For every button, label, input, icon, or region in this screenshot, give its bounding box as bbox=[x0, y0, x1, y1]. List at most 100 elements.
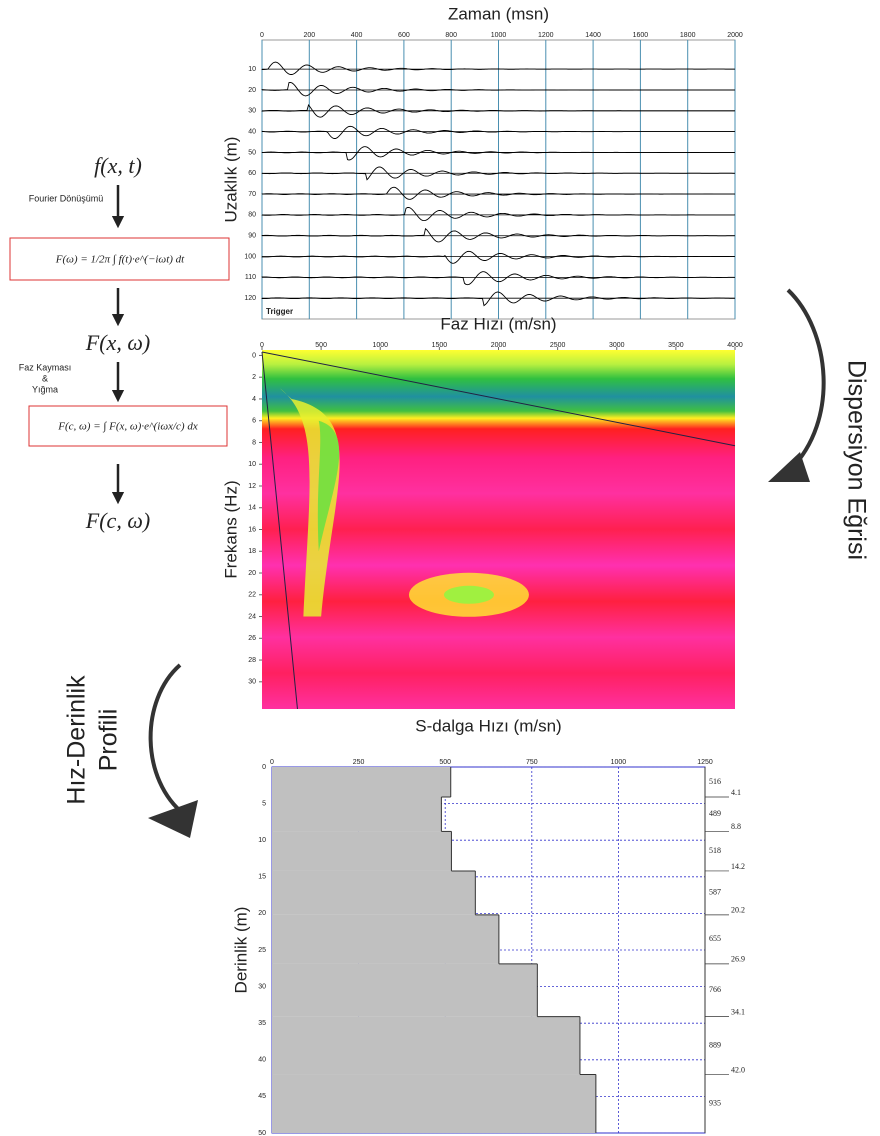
image-feature bbox=[317, 420, 340, 552]
flow-text: F(c, ω) bbox=[85, 508, 150, 533]
y-tick-label: 30 bbox=[248, 108, 256, 115]
image-feature bbox=[443, 585, 494, 604]
arrow-head bbox=[148, 800, 198, 838]
x-tick-label: 1400 bbox=[585, 32, 601, 39]
y-tick-label: 2 bbox=[252, 374, 256, 381]
layer-velocity: 518 bbox=[709, 846, 721, 855]
chart-title: Faz Hızı (m/sn) bbox=[440, 314, 556, 333]
x-tick-label: 500 bbox=[439, 759, 451, 766]
x-tick-label: 1600 bbox=[633, 32, 649, 39]
y-tick-label: 110 bbox=[245, 274, 256, 281]
y-tick-label: 24 bbox=[248, 613, 256, 620]
trace bbox=[261, 146, 735, 161]
layer bbox=[272, 963, 538, 1017]
x-tick-label: 3500 bbox=[668, 342, 684, 349]
y-axis-title: Derinlik (m) bbox=[231, 907, 250, 994]
x-tick-label: 2500 bbox=[550, 342, 566, 349]
layer-velocity: 516 bbox=[709, 777, 721, 786]
trace bbox=[261, 291, 735, 307]
x-tick-label: 1000 bbox=[491, 32, 507, 39]
reference-line bbox=[261, 351, 298, 710]
x-tick-label: 400 bbox=[351, 32, 363, 39]
layer bbox=[272, 870, 476, 915]
chart-title: S-dalga Hızı (m/sn) bbox=[415, 716, 561, 735]
depth-label: 8.8 bbox=[731, 822, 741, 831]
y-tick-label: 30 bbox=[248, 679, 256, 686]
flow-text: F(c, ω) = ∫ F(x, ω)·e^(iωx/c) dx bbox=[57, 421, 198, 433]
y-tick-label: 10 bbox=[258, 837, 266, 844]
flow: f(x, t) Fourier Dönüşümü F(ω) = 1/2π ∫ f… bbox=[9, 153, 870, 838]
depth-label: 14.2 bbox=[731, 862, 745, 871]
y-tick-label: 60 bbox=[248, 170, 256, 177]
y-tick-label: 18 bbox=[248, 548, 256, 555]
layer bbox=[272, 1074, 596, 1133]
formula-box bbox=[9, 237, 230, 281]
x-tick-label: 600 bbox=[398, 32, 410, 39]
y-tick-label: 6 bbox=[252, 418, 256, 425]
y-tick-label: 30 bbox=[258, 983, 266, 990]
y-tick-label: 28 bbox=[248, 657, 256, 664]
layer-velocity: 889 bbox=[709, 1040, 721, 1049]
y-tick-label: 50 bbox=[248, 149, 256, 156]
trace bbox=[261, 104, 735, 118]
depth-label: 20.2 bbox=[731, 906, 745, 915]
y-tick-label: 90 bbox=[248, 233, 256, 240]
trace bbox=[261, 227, 735, 243]
y-tick-label: 80 bbox=[248, 212, 256, 219]
x-tick-label: 3000 bbox=[609, 342, 625, 349]
layer bbox=[272, 1016, 580, 1075]
layer-velocity: 766 bbox=[709, 985, 721, 994]
x-tick-label: 1500 bbox=[432, 342, 448, 349]
y-tick-label: 10 bbox=[248, 66, 256, 73]
x-tick-label: 0 bbox=[260, 32, 264, 39]
layer-velocity: 655 bbox=[709, 934, 721, 943]
layer bbox=[272, 831, 452, 871]
flow-text: F(x, ω) bbox=[85, 330, 150, 355]
y-tick-label: 0 bbox=[262, 764, 266, 771]
side-label: Dispersiyon Eğrisi bbox=[842, 360, 870, 560]
x-tick-label: 0 bbox=[270, 759, 274, 766]
flow-text: & bbox=[42, 373, 48, 383]
trace bbox=[261, 271, 735, 286]
y-tick-label: 50 bbox=[258, 1130, 266, 1136]
y-tick-label: 10 bbox=[248, 461, 256, 468]
y-tick-label: 0 bbox=[252, 352, 256, 359]
flow-text: Fourier Dönüşümü bbox=[29, 193, 104, 203]
layer-velocity: 489 bbox=[709, 809, 721, 818]
reference-line bbox=[261, 351, 736, 447]
trace bbox=[261, 61, 735, 75]
annotation: Trigger bbox=[266, 307, 293, 316]
y-tick-label: 20 bbox=[248, 87, 256, 94]
layer bbox=[272, 797, 442, 832]
chart-title: Zaman (msn) bbox=[448, 4, 549, 23]
side-label: Profili bbox=[95, 709, 123, 772]
y-tick-label: 25 bbox=[258, 947, 266, 954]
flow-text: Yığma bbox=[32, 384, 58, 394]
x-tick-label: 800 bbox=[445, 32, 457, 39]
y-tick-label: 120 bbox=[244, 295, 256, 302]
x-tick-label: 200 bbox=[303, 32, 315, 39]
curved-arrow bbox=[148, 663, 187, 817]
y-tick-label: 100 bbox=[244, 253, 256, 260]
y-tick-label: 14 bbox=[248, 505, 256, 512]
y-tick-label: 22 bbox=[248, 592, 256, 599]
y-axis-title: Frekans (Hz) bbox=[221, 480, 240, 578]
y-tick-label: 40 bbox=[248, 128, 256, 135]
y-tick-label: 4 bbox=[252, 396, 256, 403]
y-tick-label: 70 bbox=[248, 191, 256, 198]
formula-box bbox=[28, 405, 228, 447]
y-tick-label: 26 bbox=[248, 635, 256, 642]
layer-velocity: 935 bbox=[709, 1099, 721, 1108]
depth-label: 26.9 bbox=[731, 955, 745, 964]
y-tick-label: 16 bbox=[248, 526, 256, 533]
x-tick-label: 1200 bbox=[538, 32, 554, 39]
x-tick-label: 500 bbox=[315, 342, 327, 349]
x-tick-label: 2000 bbox=[491, 342, 507, 349]
side-label: Hız-Derinlik bbox=[63, 675, 91, 805]
x-tick-label: 1250 bbox=[697, 759, 713, 766]
trace bbox=[261, 186, 735, 200]
y-tick-label: 40 bbox=[258, 1057, 266, 1064]
trace bbox=[261, 166, 735, 181]
